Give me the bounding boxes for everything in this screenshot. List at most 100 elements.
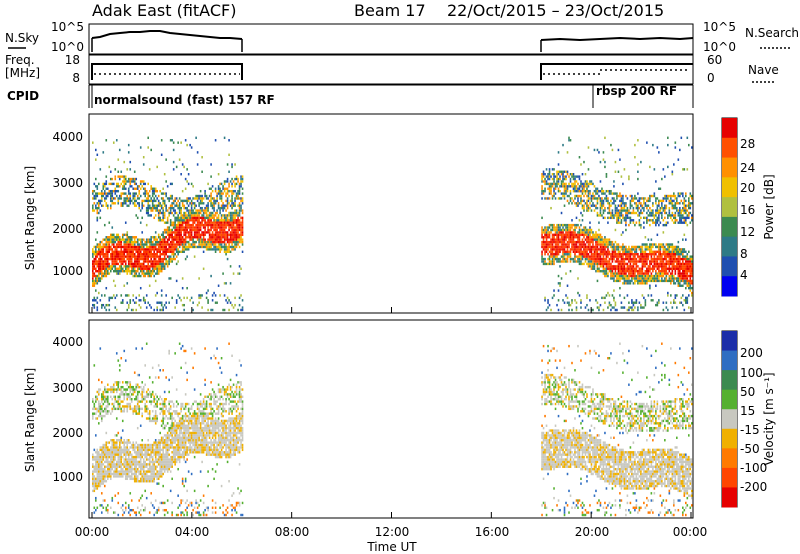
echo-cell bbox=[220, 231, 223, 234]
echo-cell bbox=[139, 274, 142, 278]
echo-cell bbox=[207, 219, 209, 222]
echo-cell bbox=[234, 236, 236, 239]
echo-cell bbox=[139, 240, 142, 244]
echo-cell bbox=[180, 214, 182, 217]
echo-cell bbox=[93, 489, 96, 493]
echo-cell bbox=[638, 279, 641, 283]
echo-cell bbox=[138, 192, 141, 195]
echo-cell bbox=[589, 228, 591, 232]
echo-cell bbox=[620, 219, 623, 222]
echo-cell bbox=[604, 253, 606, 256]
echo-cell bbox=[541, 177, 543, 181]
echo-cell bbox=[120, 240, 123, 244]
echo-cell bbox=[679, 272, 681, 275]
echo-cell bbox=[189, 197, 191, 200]
echo-cell bbox=[165, 158, 167, 161]
echo-cell bbox=[177, 231, 179, 234]
echo-cell bbox=[656, 265, 659, 268]
echo-cell bbox=[174, 226, 176, 229]
echo-cell bbox=[219, 250, 221, 253]
echo-cell bbox=[655, 197, 657, 200]
echo-cell bbox=[169, 260, 172, 263]
echo-cell bbox=[153, 248, 155, 251]
echo-cell bbox=[150, 262, 153, 266]
echo-cell bbox=[238, 189, 241, 193]
echo-cell bbox=[661, 267, 663, 270]
echo-cell bbox=[123, 284, 126, 287]
echo-cell bbox=[602, 248, 605, 251]
echo-cell bbox=[680, 272, 683, 275]
echo-cell bbox=[598, 151, 600, 154]
echo-cell bbox=[190, 146, 193, 149]
echo-cell bbox=[114, 284, 117, 287]
echo-cell bbox=[596, 248, 599, 251]
echo-cell bbox=[637, 253, 639, 256]
echo-cell bbox=[151, 262, 154, 266]
echo-cell bbox=[118, 255, 121, 258]
echo-cell bbox=[653, 267, 656, 270]
echo-cell bbox=[130, 245, 133, 249]
echo-cell bbox=[689, 286, 692, 290]
echo-cell bbox=[595, 269, 597, 273]
echo-cell bbox=[181, 228, 184, 232]
echo-cell bbox=[109, 257, 112, 261]
echo-cell bbox=[181, 286, 184, 290]
echo-cell bbox=[237, 243, 239, 246]
echo-cell bbox=[195, 245, 197, 249]
echo-cell bbox=[572, 223, 575, 227]
echo-cell bbox=[601, 243, 603, 246]
echo-cell bbox=[680, 253, 683, 256]
echo-cell bbox=[100, 451, 103, 454]
echo-cell bbox=[607, 262, 609, 266]
echo-cell bbox=[166, 250, 169, 253]
echo-cell bbox=[102, 414, 105, 418]
echo-cell bbox=[559, 185, 561, 188]
echo-cell bbox=[592, 197, 594, 200]
echo-cell bbox=[223, 226, 226, 229]
echo-cell bbox=[604, 250, 606, 253]
echo-cell bbox=[154, 272, 157, 275]
echo-cell bbox=[129, 253, 132, 256]
echo-cell bbox=[92, 279, 94, 283]
echo-cell bbox=[677, 272, 680, 275]
echo-cell bbox=[234, 219, 236, 222]
echo-cell bbox=[213, 202, 215, 205]
echo-cell bbox=[578, 245, 581, 249]
echo-cell bbox=[650, 299, 653, 302]
echo-cell bbox=[139, 250, 142, 253]
echo-cell bbox=[574, 245, 576, 249]
echo-cell bbox=[632, 277, 635, 280]
echo-cell bbox=[151, 255, 154, 258]
echo-cell bbox=[103, 267, 106, 270]
echo-cell bbox=[590, 253, 593, 256]
echo-cell bbox=[562, 255, 564, 258]
echo-cell bbox=[213, 243, 215, 246]
echo-cell bbox=[541, 255, 543, 258]
echo-cell bbox=[659, 274, 662, 278]
echo-cell bbox=[177, 223, 179, 227]
echo-cell bbox=[97, 393, 100, 396]
echo-cell bbox=[184, 139, 187, 142]
echo-cell bbox=[635, 197, 638, 200]
echo-cell bbox=[150, 250, 153, 253]
echo-cell bbox=[658, 214, 660, 217]
echo-cell bbox=[586, 257, 588, 261]
echo-cell bbox=[135, 182, 138, 186]
echo-cell bbox=[650, 211, 653, 215]
echo-cell bbox=[166, 240, 169, 244]
echo-cell bbox=[586, 185, 588, 188]
echo-cell bbox=[550, 223, 552, 227]
echo-cell bbox=[556, 170, 558, 173]
echo-cell bbox=[217, 238, 220, 241]
echo-cell bbox=[685, 221, 687, 224]
echo-cell bbox=[105, 187, 108, 190]
echo-cell bbox=[112, 243, 115, 246]
echo-cell bbox=[183, 226, 185, 229]
echo-cell bbox=[601, 245, 603, 249]
echo-cell bbox=[147, 204, 150, 207]
echo-cell bbox=[100, 455, 103, 459]
echo-cell bbox=[240, 223, 242, 227]
echo-cell bbox=[115, 185, 118, 188]
echo-cell bbox=[237, 240, 239, 244]
echo-cell bbox=[201, 156, 203, 159]
